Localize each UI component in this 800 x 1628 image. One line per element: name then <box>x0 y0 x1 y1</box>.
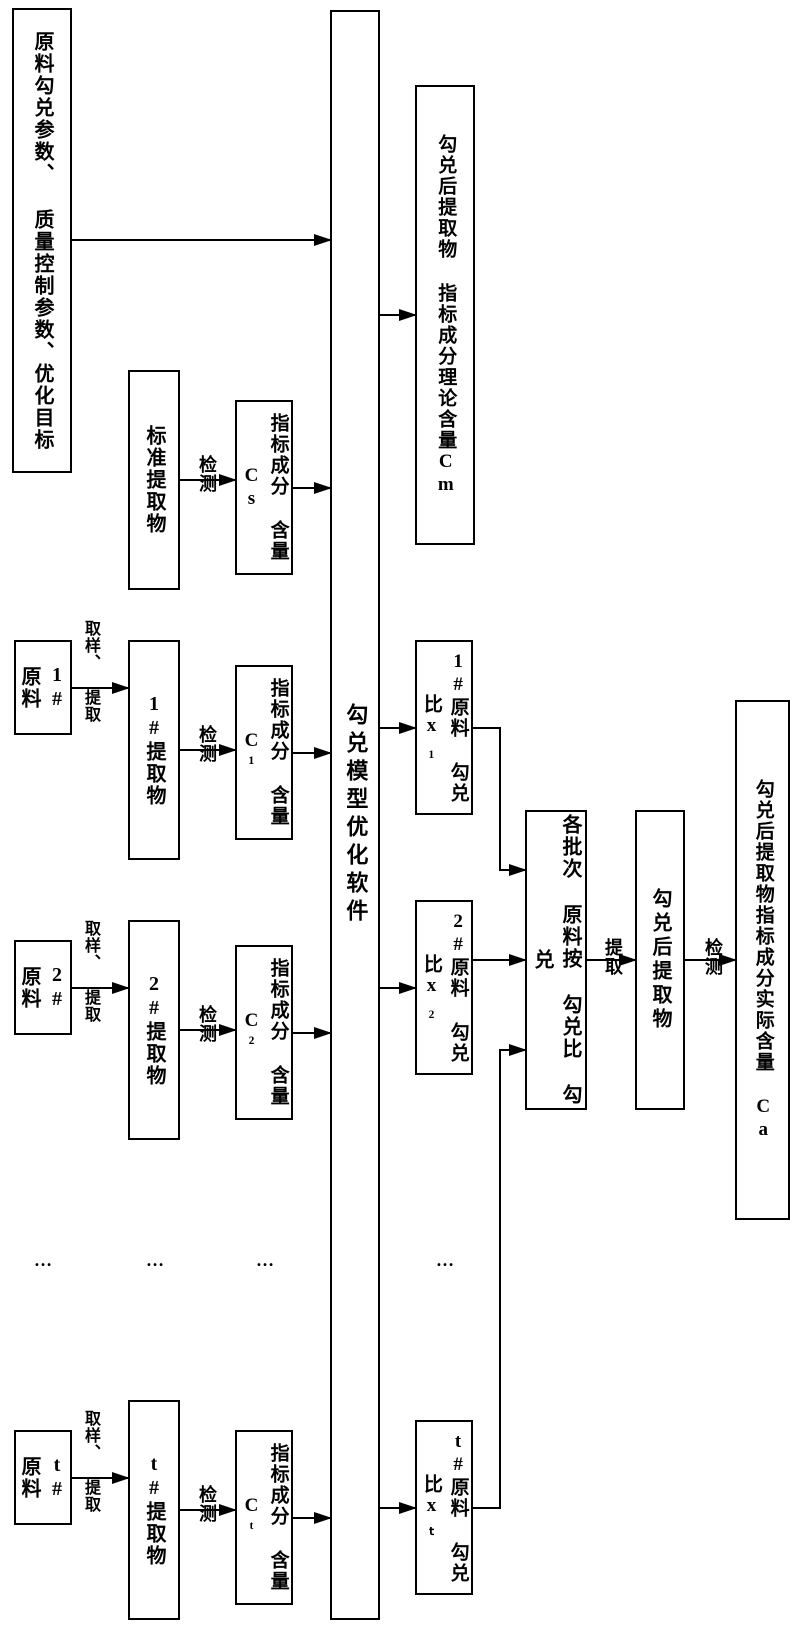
edge-detect-std: 检测 <box>194 455 220 493</box>
edge-detect-1: 检测 <box>194 725 220 763</box>
label: 指标成分 含量C² <box>237 947 290 1118</box>
edge-sample-t: 取样、 提取 <box>78 1410 102 1513</box>
edge-sample-2: 取样、 提取 <box>78 920 102 1023</box>
node-ratio-2: 2#原料 勾兑比x₂ <box>415 900 473 1075</box>
node-content-1: 指标成分 含量C¹ <box>235 665 293 840</box>
edge-extract: 提取 <box>600 938 626 976</box>
dots-ratio: … <box>436 1250 454 1271</box>
label: 1#提取物 <box>140 693 168 807</box>
node-software: 勾兑模型优化软件 <box>330 10 380 1620</box>
node-raw-t: t# 原料 <box>14 1430 72 1525</box>
node-ratio-1: 1#原料 勾兑比x₁ <box>415 640 473 815</box>
dots-ext: … <box>146 1250 164 1271</box>
label: 2#原料 勾兑比x₂ <box>417 902 470 1073</box>
node-post-extract: 勾兑后提取物 <box>635 810 685 1110</box>
node-std-extract: 标准提取物 <box>128 370 180 590</box>
label: 1# 原料 <box>15 642 71 733</box>
node-content-2: 指标成分 含量C² <box>235 945 293 1120</box>
label: 指标成分 含量C¹ <box>237 667 290 838</box>
label: 勾兑后提取物指标成分实际含量 Ca <box>749 779 776 1142</box>
node-raw-1: 1# 原料 <box>14 640 72 735</box>
label: t# 原料 <box>15 1432 71 1523</box>
dots-raw: … <box>34 1250 52 1271</box>
label: 2#提取物 <box>140 973 168 1087</box>
label: 勾兑后提取物 <box>646 888 674 1032</box>
dots-cont: … <box>256 1250 274 1271</box>
edge-detect-2: 检测 <box>194 1005 220 1043</box>
node-ext-2: 2#提取物 <box>128 920 180 1140</box>
node-std-content: 指标成分 含量Cs <box>235 400 293 575</box>
label: 各批次 原料按 勾兑比 勾兑 <box>528 812 584 1108</box>
node-actual: 勾兑后提取物指标成分实际含量 Ca <box>735 700 790 1220</box>
node-blend: 各批次 原料按 勾兑比 勾兑 <box>525 810 587 1110</box>
node-top-params: 原料勾兑参数、 质量控制参数、优化目标 <box>12 8 72 473</box>
node-raw-2: 2# 原料 <box>14 940 72 1035</box>
label: 2# 原料 <box>15 942 71 1033</box>
node-ext-t: t#提取物 <box>128 1400 180 1620</box>
node-ext-1: 1#提取物 <box>128 640 180 860</box>
label: 1#原料 勾兑比x₁ <box>417 642 470 813</box>
node-content-t: 指标成分 含量Cᵗ <box>235 1430 293 1605</box>
node-ratio-t: t#原料 勾兑比xₜ <box>415 1420 473 1595</box>
label: 勾兑后提取物 指标成分理论含量Cm <box>432 134 459 497</box>
label: t#原料 勾兑比xₜ <box>417 1422 470 1593</box>
label: 标准提取物 <box>140 425 168 535</box>
edge-detect-final: 检测 <box>700 938 726 976</box>
label: 原料勾兑参数、 质量控制参数、优化目标 <box>28 31 56 451</box>
label: 指标成分 含量Cᵗ <box>237 1432 290 1603</box>
edge-detect-t: 检测 <box>194 1485 220 1523</box>
label: 指标成分 含量Cs <box>237 402 290 573</box>
node-theoretical: 勾兑后提取物 指标成分理论含量Cm <box>415 85 475 545</box>
label: 勾兑模型优化软件 <box>340 703 371 927</box>
label: t#提取物 <box>140 1453 168 1567</box>
edge-sample-1: 取样、 提取 <box>78 620 102 723</box>
